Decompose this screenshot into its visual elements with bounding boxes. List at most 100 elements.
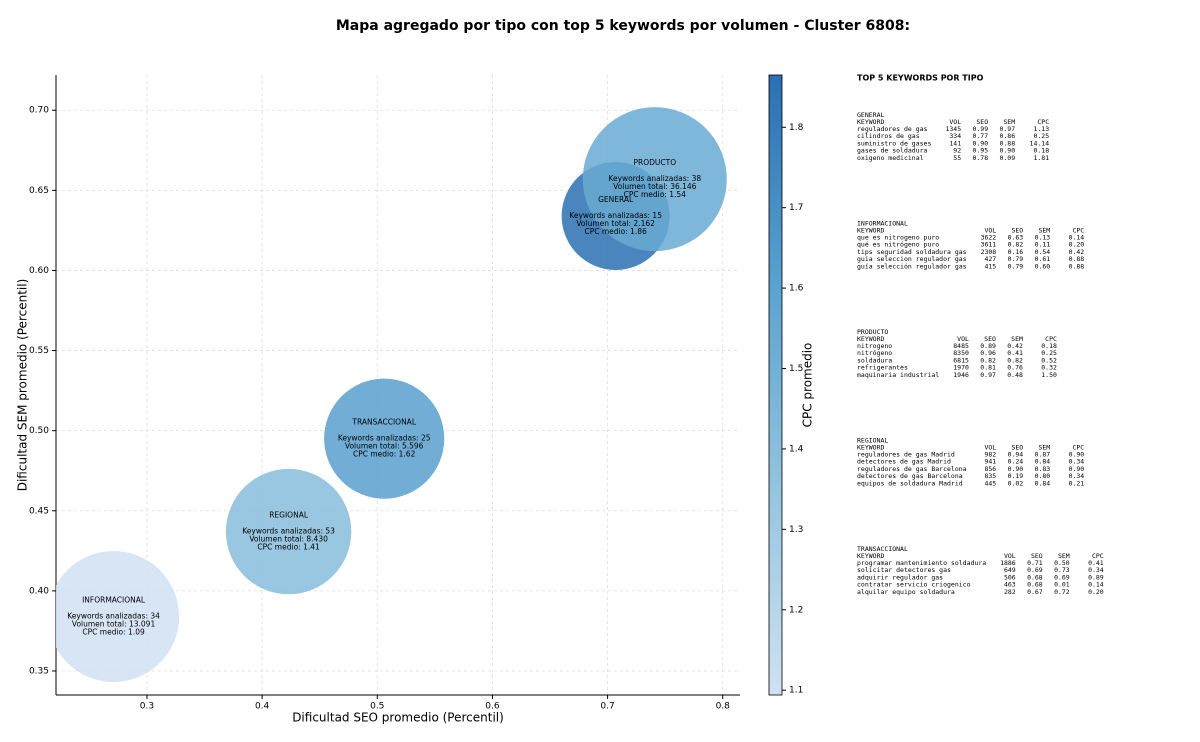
table-header: CPC <box>1037 118 1049 126</box>
group-name: INFORMACIONAL <box>857 220 908 228</box>
table-cell: 0.02 <box>1008 479 1024 487</box>
table-cell: 0.34 <box>1088 566 1104 574</box>
table-cell: 0.78 <box>972 154 988 162</box>
group-name: REGIONAL <box>857 437 888 445</box>
table-cell: 0.52 <box>1041 356 1057 364</box>
colorbar-tick-label: 1.1 <box>789 686 803 696</box>
table-cell: 0.86 <box>999 132 1015 140</box>
table-cell: 427 <box>984 255 996 263</box>
table-cell: 0.90 <box>1069 451 1085 459</box>
colorbar-label: CPC promedio <box>801 343 815 428</box>
table-cell: 3611 <box>981 241 997 249</box>
table-header: SEM <box>1058 552 1070 560</box>
colorbar-tick-label: 1.8 <box>789 123 804 133</box>
table-cell: alquilar equipo soldadura <box>857 588 955 596</box>
table-cell: 0.60 <box>1035 262 1051 270</box>
table-cell: 982 <box>984 451 996 459</box>
table-cell: 0.73 <box>1054 566 1070 574</box>
table-cell: 0.79 <box>1008 262 1024 270</box>
table-cell: gases de soldadura <box>857 147 928 155</box>
table-cell: adquirir regulador gas <box>857 573 943 581</box>
table-cell: 0.69 <box>1054 573 1070 581</box>
table-cell: 334 <box>949 132 961 140</box>
table-cell: 0.41 <box>1088 559 1104 567</box>
table-cell: maquinaria industrial <box>857 371 939 379</box>
bubble <box>225 468 352 595</box>
table-cell: 0.89 <box>1088 573 1104 581</box>
colorbar-tick-label: 1.7 <box>789 203 803 213</box>
table-cell: contratar servicio criogenico <box>857 581 971 589</box>
bubble-name: TRANSACCIONAL <box>351 418 416 427</box>
panel-title: TOP 5 KEYWORDS POR TIPO <box>857 74 984 83</box>
table-cell: 55 <box>953 154 961 162</box>
table-header: SEM <box>1038 444 1050 452</box>
table-cell: 0.61 <box>1035 255 1051 263</box>
table-header: SEO <box>1011 227 1023 235</box>
table-cell: 92 <box>953 147 961 155</box>
table-cell: 0.34 <box>1069 458 1085 466</box>
bubble-name: GENERAL <box>598 195 634 204</box>
table-cell: 0.84 <box>1035 458 1051 466</box>
x-tick-label: 0.5 <box>370 702 384 712</box>
table-header: KEYWORD <box>857 552 884 560</box>
bubble-label: CPC medio: 1.09 <box>82 627 145 636</box>
table-header: VOL <box>949 118 961 126</box>
table-cell: 6815 <box>953 356 969 364</box>
table-cell: cilindros de gas <box>857 132 920 140</box>
table-cell: 0.41 <box>1007 349 1023 357</box>
y-tick-label: 0.50 <box>29 426 49 436</box>
table-header: KEYWORD <box>857 444 884 452</box>
table-cell: 8350 <box>953 349 969 357</box>
table-cell: 0.97 <box>999 125 1015 133</box>
table-cell: 0.42 <box>1069 248 1085 256</box>
table-header: CPC <box>1045 335 1057 343</box>
table-cell: 0.48 <box>1007 371 1023 379</box>
bubble-name: PRODUCTO <box>633 158 676 167</box>
colorbar-tick-label: 1.6 <box>789 284 804 294</box>
table-cell: 415 <box>984 262 996 270</box>
table-cell: nitrógeno <box>857 349 892 357</box>
table-cell: 0.97 <box>980 371 996 379</box>
table-header: VOL <box>984 227 996 235</box>
bubble-label: CPC medio: 1.41 <box>257 543 320 552</box>
table-cell: 0.88 <box>999 139 1015 147</box>
table-header: SEM <box>1003 118 1015 126</box>
table-cell: 0.79 <box>1008 255 1024 263</box>
table-header: CPC <box>1092 552 1104 560</box>
table-cell: 1345 <box>945 125 961 133</box>
table-cell: 3622 <box>981 234 997 242</box>
table-cell: 0.50 <box>1054 559 1070 567</box>
table-cell: 0.67 <box>1027 588 1043 596</box>
table-cell: 835 <box>984 472 996 480</box>
table-cell: 506 <box>1004 573 1016 581</box>
table-cell: 0.25 <box>1033 132 1049 140</box>
table-cell: 8485 <box>953 342 969 350</box>
table-cell: equipos de soldadura Madrid <box>857 479 963 487</box>
table-cell: tips seguridad soldadura gas <box>857 248 967 256</box>
table-cell: 0.25 <box>1041 349 1057 357</box>
table-cell: 0.82 <box>980 356 996 364</box>
table-cell: 14.14 <box>1030 139 1050 147</box>
table-cell: 0.82 <box>1008 241 1024 249</box>
bubble-label: CPC medio: 1.54 <box>624 190 687 199</box>
table-cell: qué es nitrógeno puro <box>857 241 939 249</box>
table-header: VOL <box>984 444 996 452</box>
table-header: VOL <box>957 335 969 343</box>
table-cell: guía selección regulador gas <box>857 262 967 270</box>
bubble-label: Volumen total: 36.146 <box>613 182 697 191</box>
table-cell: 0.68 <box>1027 573 1043 581</box>
table-cell: 0.96 <box>980 349 996 357</box>
y-tick-label: 0.70 <box>29 106 49 116</box>
table-cell: 0.99 <box>972 125 988 133</box>
chart-title: Mapa agregado por tipo con top 5 keyword… <box>336 18 910 34</box>
y-tick-label: 0.40 <box>29 586 49 596</box>
table-cell: 1.50 <box>1041 371 1057 379</box>
bubble-label: Volumen total: 2.162 <box>576 219 655 228</box>
table-cell: que es nitrogeno puro <box>857 234 939 242</box>
table-cell: oxigeno medicinal <box>857 154 924 162</box>
table-cell: 1.81 <box>1033 154 1049 162</box>
bubble-name: INFORMACIONAL <box>82 595 146 604</box>
table-cell: 1946 <box>953 371 969 379</box>
table-cell: 0.09 <box>999 154 1015 162</box>
